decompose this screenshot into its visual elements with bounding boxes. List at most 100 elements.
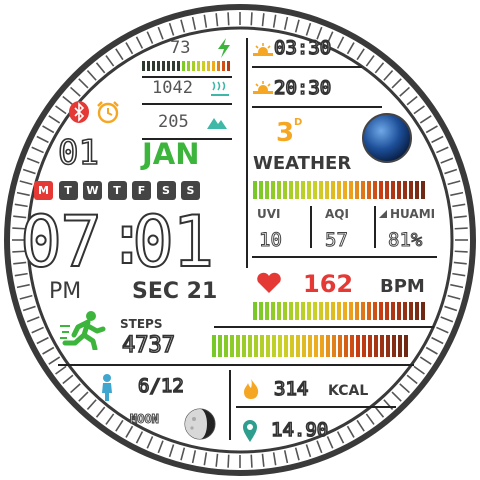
bezel-tick bbox=[78, 78, 89, 89]
bar-segment bbox=[350, 335, 354, 357]
bezel-tick bbox=[383, 70, 394, 81]
bezel-tick bbox=[70, 383, 81, 394]
bezel-tick bbox=[36, 135, 49, 144]
bezel-tick bbox=[22, 305, 36, 312]
bar-segment bbox=[338, 335, 342, 357]
bezel-tick bbox=[326, 436, 334, 449]
bezel-tick bbox=[168, 444, 175, 458]
bar-segment bbox=[230, 335, 234, 357]
bezel-tick bbox=[78, 391, 89, 402]
bar-segment bbox=[259, 302, 263, 320]
bezel-tick bbox=[146, 31, 154, 44]
date-day: 01 bbox=[57, 133, 100, 173]
bezel-tick bbox=[336, 431, 345, 444]
steps-label: STEPS bbox=[120, 317, 163, 331]
bezel-tick bbox=[272, 14, 277, 28]
bar-segment bbox=[307, 302, 311, 320]
bar-segment bbox=[271, 181, 275, 199]
aqi-value: 57 bbox=[325, 229, 349, 251]
bezel-tick bbox=[326, 31, 334, 44]
divider bbox=[229, 370, 231, 440]
bar-segment bbox=[253, 302, 257, 320]
bar-segment bbox=[147, 61, 150, 71]
sunrise-icon bbox=[253, 43, 273, 56]
mountain-icon bbox=[207, 118, 227, 129]
bar-segment bbox=[331, 181, 335, 199]
person-icon bbox=[102, 374, 112, 401]
bezel-tick bbox=[444, 168, 458, 175]
time-hours: 07 bbox=[19, 201, 103, 283]
bar-segment bbox=[403, 181, 407, 199]
bar-segment bbox=[242, 335, 246, 357]
divider bbox=[58, 364, 414, 366]
bezel-tick bbox=[31, 326, 44, 334]
bar-segment bbox=[278, 335, 282, 357]
bar-segment bbox=[295, 181, 299, 199]
bezel-tick bbox=[283, 16, 289, 30]
bezel-tick bbox=[227, 454, 230, 468]
bar-segment bbox=[224, 335, 228, 357]
bezel-tick bbox=[453, 215, 467, 219]
bar-segment bbox=[421, 181, 425, 199]
bezel-tick bbox=[272, 452, 277, 466]
flame-icon bbox=[244, 379, 259, 399]
bar-segment bbox=[277, 181, 281, 199]
bezel-tick bbox=[125, 425, 134, 438]
bar-segment bbox=[368, 335, 372, 357]
sunset-icon bbox=[253, 81, 273, 94]
divider bbox=[142, 76, 232, 78]
weekday-3: T bbox=[107, 181, 127, 200]
bezel-tick bbox=[336, 36, 345, 49]
divider bbox=[252, 66, 362, 68]
bar-segment bbox=[415, 302, 419, 320]
weekday-0: M bbox=[34, 181, 53, 200]
weekday-5: S bbox=[156, 181, 176, 200]
bar-segment bbox=[337, 302, 341, 320]
bezel-tick bbox=[431, 336, 444, 345]
bar-segment bbox=[271, 302, 275, 320]
bar-segment bbox=[192, 61, 195, 71]
bezel-tick bbox=[36, 336, 49, 345]
bezel-tick bbox=[425, 346, 438, 355]
bar-segment bbox=[398, 335, 402, 357]
bezel-tick bbox=[16, 283, 30, 289]
bar-segment bbox=[374, 335, 378, 357]
steps-value: 4737 bbox=[121, 333, 176, 358]
heart-rate-bars bbox=[253, 302, 425, 320]
bar-segment bbox=[391, 181, 395, 199]
bezel-tick bbox=[440, 157, 454, 164]
bar-segment bbox=[326, 335, 330, 357]
bezel-tick bbox=[215, 13, 219, 27]
bezel-tick bbox=[55, 365, 67, 375]
bar-segment bbox=[349, 181, 353, 199]
battery-value: 73 bbox=[170, 38, 191, 58]
bezel-tick bbox=[413, 105, 425, 115]
bar-segment bbox=[409, 302, 413, 320]
bezel-tick bbox=[440, 316, 454, 323]
bezel-tick bbox=[215, 453, 219, 467]
heart-rate-value: 162 bbox=[303, 270, 354, 298]
bluetooth-icon bbox=[69, 101, 89, 123]
alarm-icon bbox=[97, 101, 119, 124]
weather-bars bbox=[253, 181, 425, 199]
aqi-label: AQI bbox=[325, 207, 349, 221]
bar-segment bbox=[152, 61, 155, 71]
bezel-tick bbox=[42, 346, 55, 355]
bar-segment bbox=[325, 302, 329, 320]
bar-segment bbox=[207, 61, 210, 71]
bezel-tick bbox=[436, 146, 449, 154]
bar-segment bbox=[337, 181, 341, 199]
bezel-tick bbox=[453, 261, 467, 265]
divider bbox=[310, 206, 312, 248]
time-ampm: PM bbox=[49, 279, 82, 304]
bezel-tick bbox=[261, 13, 265, 27]
bar-segment bbox=[289, 181, 293, 199]
bar-segment bbox=[202, 61, 205, 71]
bezel-tick bbox=[157, 440, 164, 454]
bar-segment bbox=[343, 181, 347, 199]
bezel-tick bbox=[13, 215, 27, 219]
bar-segment bbox=[157, 61, 160, 71]
moon-label: MOON bbox=[130, 412, 160, 426]
bar-segment bbox=[373, 302, 377, 320]
